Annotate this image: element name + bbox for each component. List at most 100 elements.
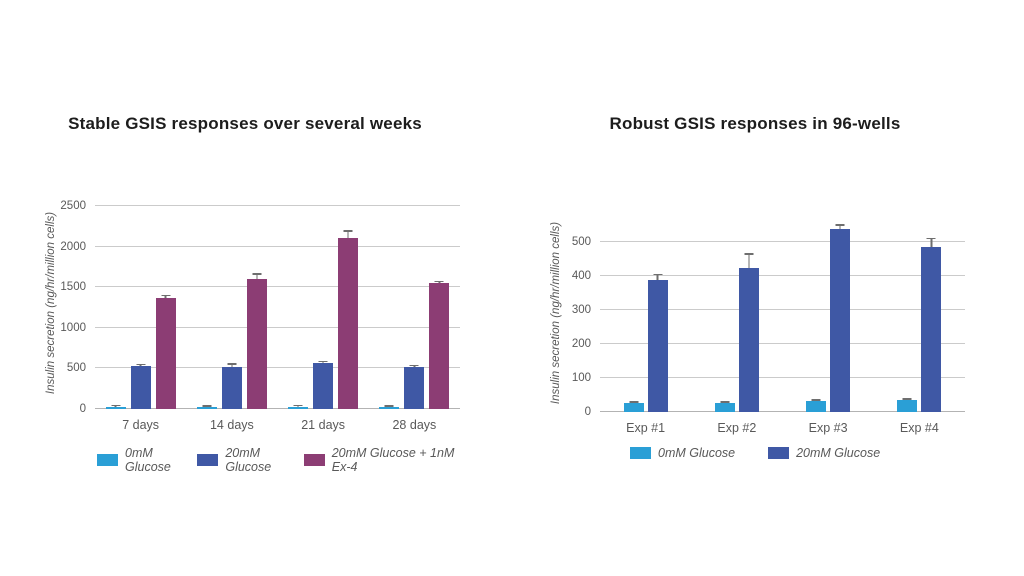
bar-slot [338,230,359,409]
error-bar [629,401,639,404]
bar-slot [404,364,425,409]
gridline [600,241,965,242]
plot-groups: Exp #1 Exp #2 Exp #3 Exp #4 [600,214,965,435]
y-tick-label: 0 [79,403,86,415]
y-tick-label: 1000 [60,321,86,334]
chart-stable-gsis-weeks: Stable GSIS responses over several weeks… [30,112,460,474]
bar-group: 14 days [196,273,267,432]
y-tick-label: 1500 [60,281,86,294]
chart-title: Stable GSIS responses over several weeks [68,114,422,133]
x-category-label: 28 days [392,418,437,432]
bar-group: Exp #2 [714,253,759,435]
y-tick-label: 2000 [60,240,86,253]
bar-slot [379,405,400,409]
bar-slot [738,253,759,412]
error-bar [252,273,262,279]
error-bar [136,363,146,366]
bar-20mm-glucose-1nm-ex-4 [246,279,267,409]
error-bar [409,364,419,367]
error-bar [343,230,353,239]
bar-group: 28 days [379,280,450,432]
bar-slot [647,273,668,412]
bar-0mm-glucose [105,406,126,409]
error-bar [202,405,212,407]
error-bar [434,280,444,284]
gridline [95,326,460,328]
error-bar [318,360,328,363]
legend-swatch [630,447,651,459]
bar-group: Exp #3 [806,224,851,435]
legend-label: 20mM Glucose [225,446,272,474]
bar-20mm-glucose [313,362,334,409]
legend-label: 20mM Glucose + 1nM Ex-4 [331,446,455,474]
bar-20mm-glucose [921,247,942,412]
bar-slot [921,237,942,412]
bar-20mm-glucose [647,280,668,412]
bar-slot [714,401,735,412]
y-tick-label: 2500 [60,200,86,212]
error-bar [111,404,121,407]
plot-area: Insulin secretion (ng/hr/million cells) … [45,197,460,432]
gridline [600,309,965,310]
gridline [95,367,460,369]
legend-swatch [97,454,118,466]
y-tick-label: 300 [571,304,591,316]
bar-slot [288,404,309,409]
legend-item: 0mM Glucose [97,446,188,474]
bar-20mm-glucose-1nm-ex-4 [155,297,176,409]
bar-20mm-glucose-1nm-ex-4 [429,283,450,409]
bar-slot [155,294,176,409]
bar-group: 21 days [288,230,359,432]
x-category-label: Exp #2 [717,421,757,435]
bar-0mm-glucose [806,401,827,412]
bar-0mm-glucose [714,403,735,412]
x-category-label: Exp #1 [626,421,666,435]
error-bar [835,224,845,229]
y-tick-label: 200 [571,338,591,350]
legend-label: 0mM Glucose [658,446,736,460]
y-tick-label: 500 [571,236,591,248]
bar-slot [897,398,918,412]
legend-swatch [197,454,219,466]
bar-0mm-glucose [623,403,644,412]
bar-group: 7 days [105,294,176,432]
bar-0mm-glucose [897,400,918,412]
x-category-label: Exp #3 [808,421,848,435]
legend-label: 20mM Glucose [796,446,881,460]
chart-robust-gsis-96wells: Robust GSIS responses in 96-wells Insuli… [545,112,965,460]
bar-20mm-glucose [830,229,851,412]
legend-item: 0mM Glucose [630,446,735,460]
legend-swatch [303,454,325,466]
gridline [95,286,460,288]
bar-20mm-glucose [130,365,151,409]
error-bar [293,404,303,407]
x-category-label: 21 days [301,418,346,432]
plot-area: Insulin secretion (ng/hr/million cells) … [550,214,965,435]
error-bar [161,294,171,299]
bar-slot [130,363,151,409]
bar-20mm-glucose-1nm-ex-4 [338,238,359,409]
bar-group: Exp #4 [897,237,942,435]
gridline [95,205,460,206]
y-tick-label: 0 [584,406,591,418]
y-axis-label: Insulin secretion (ng/hr/million cells) [45,211,57,395]
legend: 0mM Glucose 20mM Glucose [630,446,965,460]
chart-title: Robust GSIS responses in 96-wells [609,114,901,133]
x-axis-line [600,411,965,412]
bar-20mm-glucose [738,267,759,412]
legend-item: 20mM Glucose + 1nM Ex-4 [303,446,460,474]
legend-swatch [768,447,790,459]
bar-slot [830,224,851,412]
error-bar [227,363,237,367]
legend-label: 0mM Glucose [125,446,171,474]
error-bar [902,398,912,401]
gridline [600,275,965,276]
x-category-label: Exp #4 [899,421,939,435]
bar-slot [196,405,217,409]
bar-0mm-glucose [196,407,217,409]
legend-item: 20mM Glucose [768,446,880,460]
y-tick-label: 100 [571,372,591,384]
x-axis-line [95,408,460,409]
y-axis-label: Insulin secretion (ng/hr/million cells) [550,221,562,405]
error-bar [744,253,754,268]
